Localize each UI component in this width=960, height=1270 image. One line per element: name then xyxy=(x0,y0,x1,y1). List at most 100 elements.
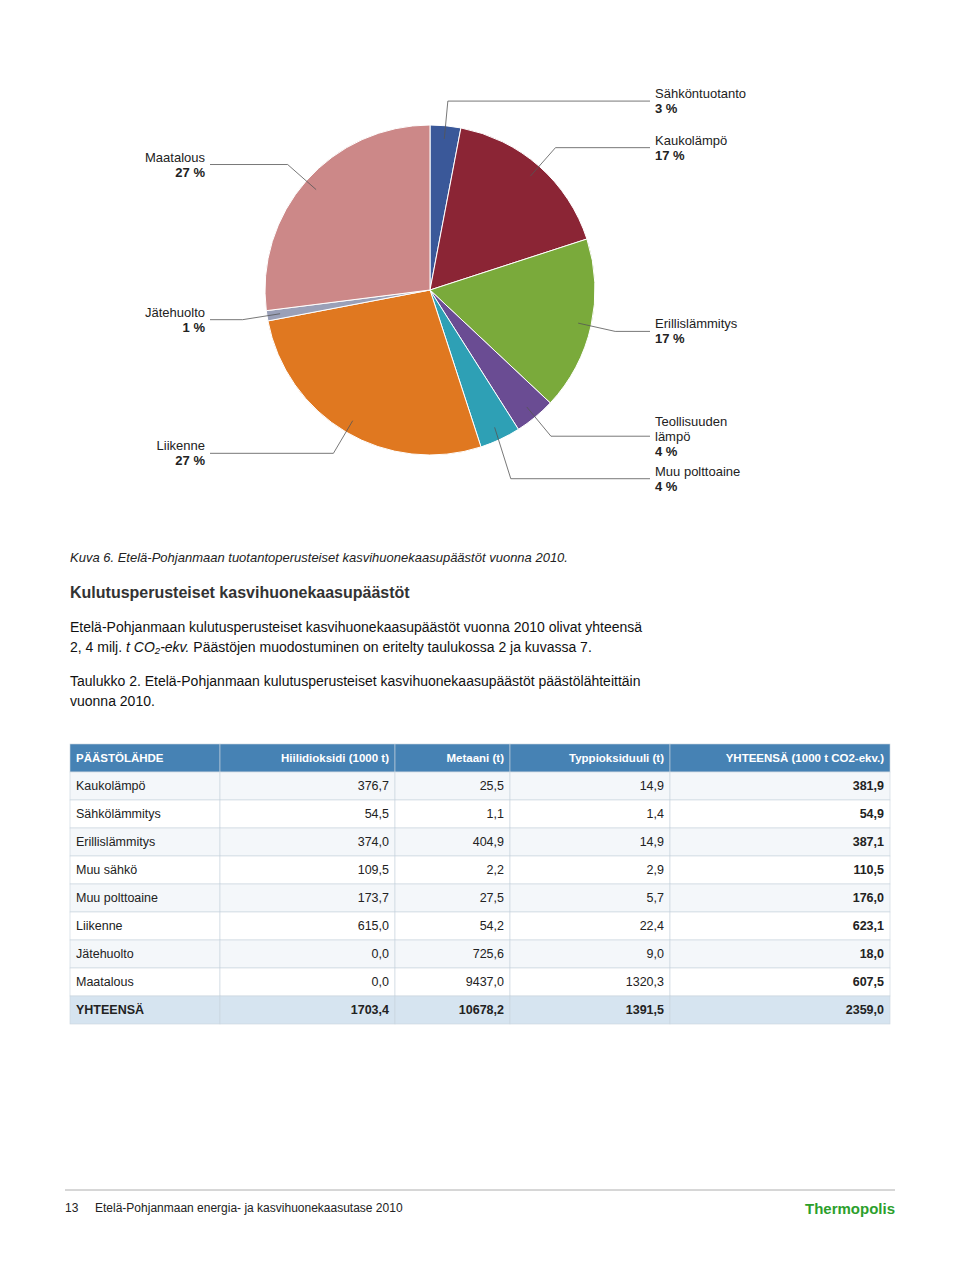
table-cell xyxy=(395,828,510,856)
leader-line xyxy=(530,148,650,176)
table-cell xyxy=(395,996,510,1024)
table-cell xyxy=(510,856,670,884)
table-text: 176,0 xyxy=(853,891,884,905)
table-cell xyxy=(70,912,220,940)
slice-value-label: 27 % xyxy=(175,453,205,468)
table-cell xyxy=(70,828,220,856)
logo: Thermopolis xyxy=(805,1200,895,1217)
table-header: PÄÄSTÖLÄHDE xyxy=(76,752,164,764)
leader-line xyxy=(210,165,316,190)
table-cell xyxy=(670,856,890,884)
table-text: 10678,2 xyxy=(459,1003,504,1017)
text-run: t CO₂-ekv. xyxy=(126,639,189,655)
table-cell xyxy=(220,940,395,968)
leader-line xyxy=(210,314,280,320)
leader-line xyxy=(495,427,650,478)
table-header-cell xyxy=(395,744,510,772)
slice-label: Liikenne xyxy=(157,438,205,453)
table-header-cell xyxy=(670,744,890,772)
table-cell xyxy=(510,996,670,1024)
slice-label-line: Maatalous xyxy=(145,150,205,165)
table-text: Jätehuolto xyxy=(76,947,134,961)
paragraph-line: 2, 4 milj. t CO₂-ekv. Päästöjen muodostu… xyxy=(70,639,592,655)
table-cell xyxy=(510,884,670,912)
table-text: 5,7 xyxy=(647,891,664,905)
table-text: 2359,0 xyxy=(846,1003,884,1017)
table-cell xyxy=(395,968,510,996)
table-text: 1320,3 xyxy=(626,975,664,989)
table-header: Hiilidioksidi (1000 t) xyxy=(281,752,389,764)
table-cell xyxy=(510,772,670,800)
table-text: Kaukolämpö xyxy=(76,779,146,793)
paragraph-line: vuonna 2010. xyxy=(70,693,155,709)
table-text: 9437,0 xyxy=(466,975,504,989)
table-text: 14,9 xyxy=(640,779,664,793)
slice-label-line: Liikenne xyxy=(157,438,205,453)
slice-label-line: Sähköntuotanto xyxy=(655,86,746,101)
table: PÄÄSTÖLÄHDE Hiilidioksidi (1000 t) Metaani… xyxy=(70,744,890,1024)
table-cell xyxy=(395,772,510,800)
table-cell xyxy=(510,940,670,968)
heading: Kulutusperusteiset kasvihuonekaasupäästö… xyxy=(70,584,410,601)
table-header: Typpioksiduuli (t) xyxy=(569,752,664,764)
table-cell xyxy=(670,940,890,968)
table-cell xyxy=(670,884,890,912)
slice-label-line: Jätehuolto xyxy=(145,305,205,320)
slice-value-label: 1 % xyxy=(183,320,206,335)
table-cell xyxy=(510,912,670,940)
slice-label: Muu polttoaine xyxy=(655,464,740,479)
slice-value-label: 4 % xyxy=(655,444,678,459)
table-text: 374,0 xyxy=(358,835,389,849)
table-cell xyxy=(70,800,220,828)
table-text: 9,0 xyxy=(647,947,664,961)
table-header-cell xyxy=(70,744,220,772)
table-text: 404,9 xyxy=(473,835,504,849)
table-cell xyxy=(220,772,395,800)
text-run: Päästöjen muodostuminen on eritelty taul… xyxy=(189,639,591,655)
text-run: vuonna 2010. xyxy=(70,693,155,709)
data-labels: Sähköntuotanto3 %Kaukolämpö17 %Erillislä… xyxy=(145,86,746,494)
table-cell xyxy=(670,912,890,940)
table-text: 1,4 xyxy=(647,807,664,821)
table-header-cell xyxy=(220,744,395,772)
table-text: YHTEENSÄ xyxy=(76,1002,144,1017)
table-cell xyxy=(220,856,395,884)
table-text: 1391,5 xyxy=(626,1003,664,1017)
table-text: 18,0 xyxy=(860,947,884,961)
table-text: Maatalous xyxy=(76,975,134,989)
table-text: 1,1 xyxy=(487,807,504,821)
table-cell xyxy=(395,940,510,968)
table-text: 725,6 xyxy=(473,947,504,961)
table-text: 2,2 xyxy=(487,863,504,877)
table-cell xyxy=(220,884,395,912)
table-text: Erillislämmitys xyxy=(76,835,155,849)
table-text: 110,5 xyxy=(853,863,884,877)
table-cell xyxy=(510,800,670,828)
table-text: 25,5 xyxy=(480,779,504,793)
table-cell xyxy=(70,996,220,1024)
table-cell xyxy=(70,968,220,996)
table-text: 387,1 xyxy=(853,835,884,849)
table-header: Metaani (t) xyxy=(447,752,505,764)
table-text: 54,2 xyxy=(480,919,504,933)
slice-label: Teollisuudenlämpö xyxy=(655,414,727,444)
table-text: 615,0 xyxy=(358,919,389,933)
table-text: 2,9 xyxy=(647,863,664,877)
table-cell xyxy=(670,828,890,856)
table-cell xyxy=(70,856,220,884)
slice-label: Kaukolämpö xyxy=(655,133,727,148)
slice-label-line: Kaukolämpö xyxy=(655,133,727,148)
table-cell xyxy=(70,940,220,968)
table-header-cell xyxy=(510,744,670,772)
table-cell xyxy=(670,996,890,1024)
table-cell xyxy=(395,884,510,912)
slice-value-label: 27 % xyxy=(175,165,205,180)
slice-label: Jätehuolto xyxy=(145,305,205,320)
leader-line xyxy=(527,407,650,436)
leader-line xyxy=(578,323,650,331)
slices xyxy=(265,125,595,455)
table-cell xyxy=(510,828,670,856)
table-text: Liikenne xyxy=(76,919,123,933)
text-run: 2, 4 milj. xyxy=(70,639,126,655)
table-cell xyxy=(220,968,395,996)
